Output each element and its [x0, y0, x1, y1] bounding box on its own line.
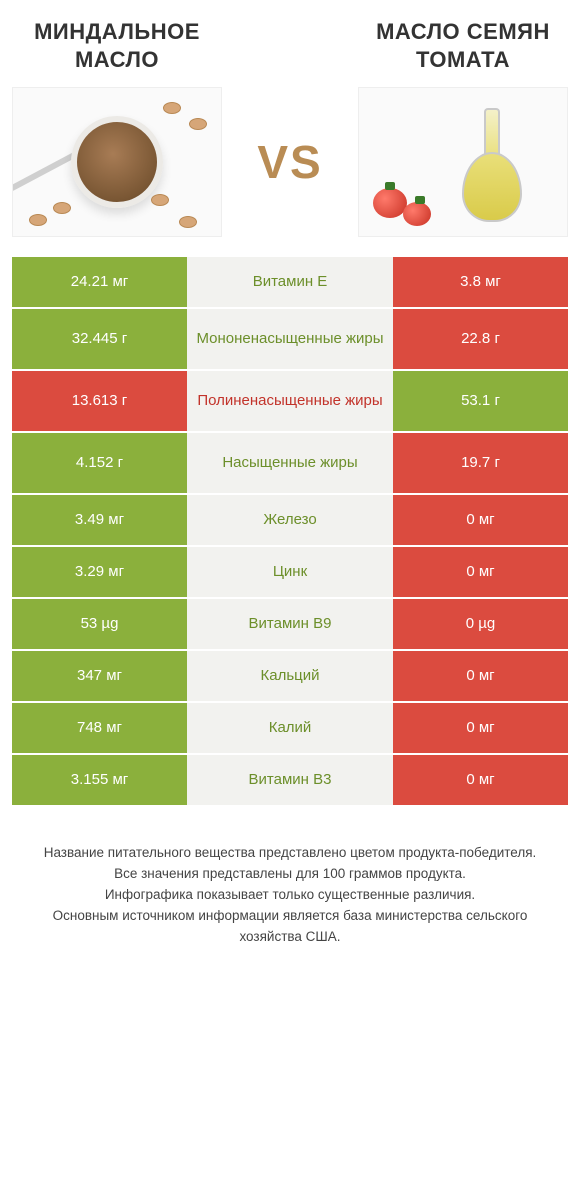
table-row: 3.49 мгЖелезо0 мг	[12, 495, 568, 547]
right-product-title: МАСЛО СЕМЯН ТОМАТА	[358, 18, 568, 73]
left-value: 24.21 мг	[12, 257, 187, 307]
left-value: 4.152 г	[12, 433, 187, 493]
footnote-line: Все значения представлены для 100 граммо…	[20, 864, 560, 885]
nutrient-label: Кальций	[187, 651, 393, 701]
table-row: 3.155 мгВитамин B30 мг	[12, 755, 568, 807]
images-row: VS	[12, 87, 568, 237]
table-row: 748 мгКалий0 мг	[12, 703, 568, 755]
nutrient-label: Цинк	[187, 547, 393, 597]
right-value: 0 мг	[393, 495, 568, 545]
left-value: 748 мг	[12, 703, 187, 753]
left-value: 3.29 мг	[12, 547, 187, 597]
left-value: 3.49 мг	[12, 495, 187, 545]
nutrient-label: Насыщенные жиры	[187, 433, 393, 493]
table-row: 32.445 гМононенасыщенные жиры22.8 г	[12, 309, 568, 371]
vs-label: VS	[257, 135, 322, 189]
right-value: 19.7 г	[393, 433, 568, 493]
right-value: 0 µg	[393, 599, 568, 649]
left-value: 347 мг	[12, 651, 187, 701]
infographic: МИНДАЛЬНОЕ МАСЛО МАСЛО СЕМЯН ТОМАТА VS 2…	[0, 0, 580, 978]
table-row: 53 µgВитамин B90 µg	[12, 599, 568, 651]
table-row: 13.613 гПолиненасыщенные жиры53.1 г	[12, 371, 568, 433]
nutrient-label: Витамин B9	[187, 599, 393, 649]
header: МИНДАЛЬНОЕ МАСЛО МАСЛО СЕМЯН ТОМАТА	[12, 18, 568, 73]
nutrient-label: Калий	[187, 703, 393, 753]
footnote: Название питательного вещества представл…	[12, 843, 568, 948]
nutrient-label: Витамин B3	[187, 755, 393, 805]
nutrient-label: Полиненасыщенные жиры	[187, 371, 393, 431]
left-value: 3.155 мг	[12, 755, 187, 805]
footnote-line: Инфографика показывает только существенн…	[20, 885, 560, 906]
right-value: 0 мг	[393, 547, 568, 597]
right-value: 0 мг	[393, 755, 568, 805]
left-value: 53 µg	[12, 599, 187, 649]
table-row: 3.29 мгЦинк0 мг	[12, 547, 568, 599]
footnote-line: Название питательного вещества представл…	[20, 843, 560, 864]
nutrient-label: Железо	[187, 495, 393, 545]
right-value: 0 мг	[393, 651, 568, 701]
table-row: 347 мгКальций0 мг	[12, 651, 568, 703]
left-value: 32.445 г	[12, 309, 187, 369]
table-row: 24.21 мгВитамин E3.8 мг	[12, 257, 568, 309]
right-value: 0 мг	[393, 703, 568, 753]
table-row: 4.152 гНасыщенные жиры19.7 г	[12, 433, 568, 495]
left-product-image	[12, 87, 222, 237]
right-value: 53.1 г	[393, 371, 568, 431]
nutrient-label: Витамин E	[187, 257, 393, 307]
right-product-image	[358, 87, 568, 237]
nutrient-label: Мононенасыщенные жиры	[187, 309, 393, 369]
comparison-table: 24.21 мгВитамин E3.8 мг32.445 гМононенас…	[12, 255, 568, 807]
left-value: 13.613 г	[12, 371, 187, 431]
footnote-line: Основным источником информации является …	[20, 906, 560, 948]
left-product-title: МИНДАЛЬНОЕ МАСЛО	[12, 18, 222, 73]
right-value: 3.8 мг	[393, 257, 568, 307]
right-value: 22.8 г	[393, 309, 568, 369]
